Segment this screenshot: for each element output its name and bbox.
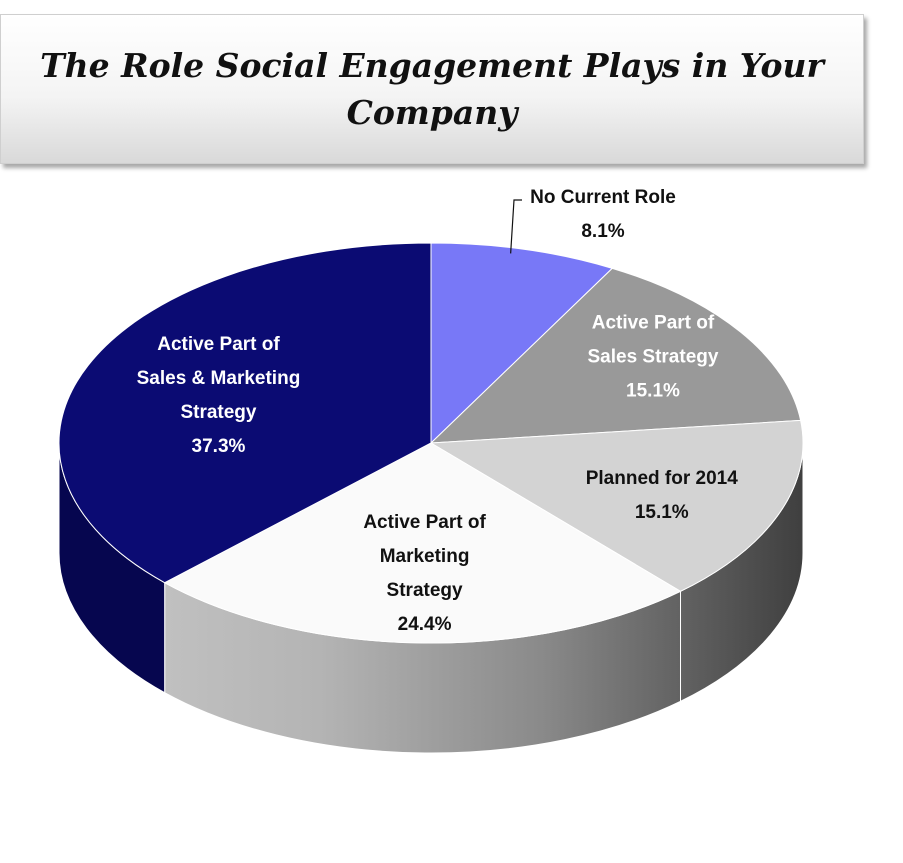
slice-category-label-1: Sales Strategy — [587, 346, 718, 367]
slice-category-label-2: Planned for 2014 — [586, 468, 738, 489]
slice-category-label-0: No Current Role — [530, 187, 676, 208]
slice-value-label-3: 24.4% — [398, 614, 452, 635]
slice-value-label-1: 15.1% — [626, 380, 680, 401]
slice-value-label-4: 37.3% — [192, 436, 246, 457]
slice-label-leader-0 — [510, 199, 522, 254]
pie-slice-2 — [429, 419, 804, 592]
chart-title-box: The Role Social Engagement Plays in Your… — [0, 14, 864, 164]
slice-category-label-4: Active Part of — [157, 334, 280, 355]
pie-slice-3 — [163, 442, 682, 644]
pie-slice-0 — [430, 242, 614, 445]
pie-slice-1 — [429, 267, 802, 444]
slice-value-label-0: 8.1% — [581, 221, 624, 242]
slice-category-label-3: Marketing — [380, 546, 470, 567]
chart-title: The Role Social Engagement Plays in Your… — [40, 46, 824, 132]
pie-slices — [58, 242, 804, 644]
pie-slice-4 — [58, 242, 432, 584]
slice-labels: No Current Role 8.1% Active Part of Sales S… — [137, 187, 739, 635]
slice-value-label-2: 15.1% — [635, 502, 689, 523]
slice-category-label-3: Strategy — [387, 580, 463, 601]
slice-category-label-3: Active Part of — [363, 512, 486, 533]
slice-category-label-1: Active Part of — [592, 312, 715, 333]
slice-category-label-4: Strategy — [180, 402, 256, 423]
slice-category-label-4: Sales & Marketing — [137, 368, 301, 389]
